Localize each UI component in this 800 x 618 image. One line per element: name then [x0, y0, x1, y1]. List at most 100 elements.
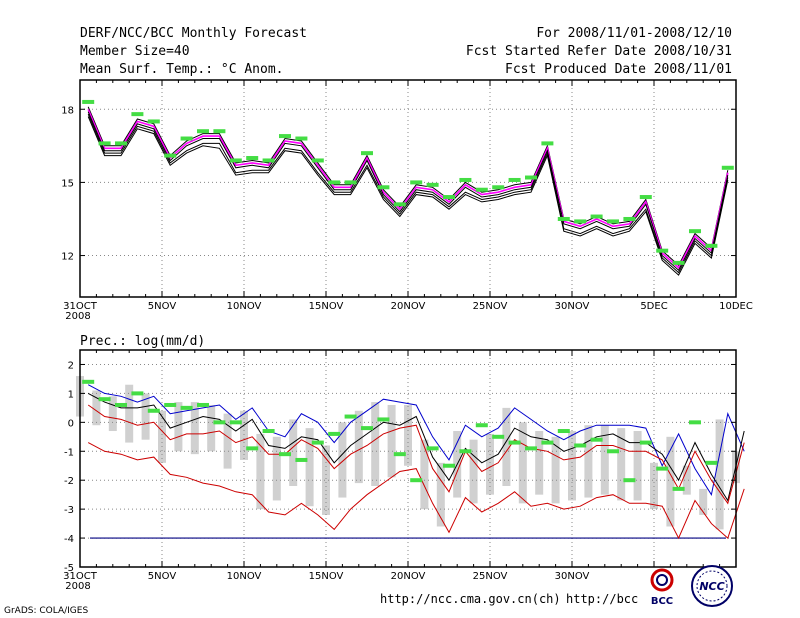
ncc-logo: NCC — [691, 565, 733, 607]
spread-bar — [207, 404, 216, 452]
marker-point — [295, 457, 308, 462]
spread-bar — [535, 431, 544, 495]
marker-point — [262, 429, 275, 434]
spread-bar — [715, 419, 724, 530]
bcc-logo: BCC — [640, 568, 684, 608]
y-tick-label: 2 — [68, 360, 74, 371]
series-ensemble-mean — [87, 392, 745, 502]
series-member-upper — [87, 106, 729, 267]
marker-point — [164, 153, 177, 158]
bcc-logo-text: BCC — [651, 596, 673, 607]
spread-bar — [600, 425, 609, 495]
marker-point — [639, 195, 652, 200]
marker-point — [721, 165, 734, 170]
x-tick-label: 30NOV — [555, 301, 590, 312]
spread-bar — [502, 407, 511, 486]
spread-bar — [617, 428, 626, 501]
x-tick-label: 15NOV — [309, 571, 344, 582]
y-tick-label: 15 — [61, 178, 74, 189]
marker-point — [557, 429, 570, 434]
marker-point — [574, 443, 587, 448]
marker-point — [475, 423, 488, 428]
marker-point — [393, 452, 406, 457]
marker-point — [525, 446, 537, 451]
spread-bar — [289, 419, 298, 486]
marker-point — [246, 156, 259, 161]
marker-point — [492, 185, 505, 190]
marker-point — [131, 112, 144, 117]
spread-bar — [322, 445, 330, 515]
marker-point — [82, 379, 95, 384]
marker-point — [328, 431, 341, 436]
series-member-lower — [87, 111, 729, 272]
x-tick-label: 20NOV — [391, 571, 426, 582]
marker-point — [508, 177, 521, 182]
series-member-low3 — [87, 116, 729, 276]
y-tick-label: 12 — [61, 252, 74, 263]
marker-point — [213, 420, 226, 425]
spread-bar — [584, 425, 593, 498]
marker-point — [147, 119, 160, 124]
spread-bar — [92, 390, 101, 426]
marker-point — [574, 219, 587, 224]
marker-point — [557, 216, 570, 221]
header-title: DERF/NCC/BCC Monthly Forecast — [80, 26, 307, 41]
marker-point — [525, 175, 537, 180]
footer-url-ncc[interactable]: http://ncc.cma.gov.cn(ch) — [380, 592, 561, 606]
y-tick-label: -4 — [64, 534, 74, 545]
marker-point — [689, 420, 701, 425]
marker-point — [541, 141, 554, 146]
precip-title: Prec.: log(mm/d) — [80, 334, 205, 349]
marker-point — [475, 187, 488, 192]
x-tick-label: 31OCT — [63, 301, 98, 312]
marker-point — [197, 402, 209, 407]
spread-bar — [666, 436, 675, 527]
marker-point — [328, 180, 341, 185]
x-tick-label: 20NOV — [391, 301, 426, 312]
marker-point — [508, 440, 521, 445]
spread-bar — [469, 439, 478, 504]
y-tick-label: -5 — [64, 563, 74, 574]
marker-point — [607, 219, 619, 224]
spread-bar — [371, 402, 380, 486]
spread-bar — [486, 433, 494, 495]
marker-point — [672, 260, 685, 265]
grads-credit: GrADS: COLA/IGES — [4, 606, 88, 616]
spread-bar — [256, 433, 265, 510]
ncc-logo-text: NCC — [699, 580, 724, 593]
marker-point — [361, 151, 373, 156]
marker-point — [623, 478, 636, 483]
spread-bar — [436, 462, 445, 527]
x-tick-label: 15NOV — [309, 301, 344, 312]
spread-bar — [420, 439, 429, 510]
x-tick-label: 30NOV — [555, 571, 590, 582]
series-upper-red — [87, 404, 745, 505]
marker-point — [229, 420, 242, 425]
marker-point — [279, 134, 291, 139]
footer-url-bcc[interactable]: http://bcc.c — [566, 592, 653, 606]
series-ensemble-mean — [87, 108, 729, 269]
marker-point — [492, 434, 505, 439]
marker-point — [344, 414, 357, 419]
y-tick-label: 18 — [61, 105, 74, 116]
marker-point — [311, 440, 324, 445]
x-tick-label: 25NOV — [473, 571, 508, 582]
marker-point — [689, 229, 701, 234]
marker-point — [705, 460, 718, 465]
marker-point — [197, 129, 209, 134]
x-tick-label: 25NOV — [473, 301, 508, 312]
marker-point — [639, 440, 652, 445]
spread-bar — [568, 431, 576, 501]
marker-point — [82, 99, 95, 104]
header-variable: Mean Surf. Temp.: °C Anom. — [80, 62, 284, 77]
marker-point — [426, 446, 439, 451]
x-tick-label: 5NOV — [148, 571, 177, 582]
x-tick-label: 10NOV — [227, 571, 262, 582]
spread-bar — [387, 404, 396, 478]
x-tick-label: 31OCT — [63, 571, 98, 582]
series-lower-red — [87, 442, 745, 540]
series-upper-bound — [87, 384, 745, 497]
marker-point — [607, 449, 619, 454]
marker-point — [426, 182, 439, 187]
